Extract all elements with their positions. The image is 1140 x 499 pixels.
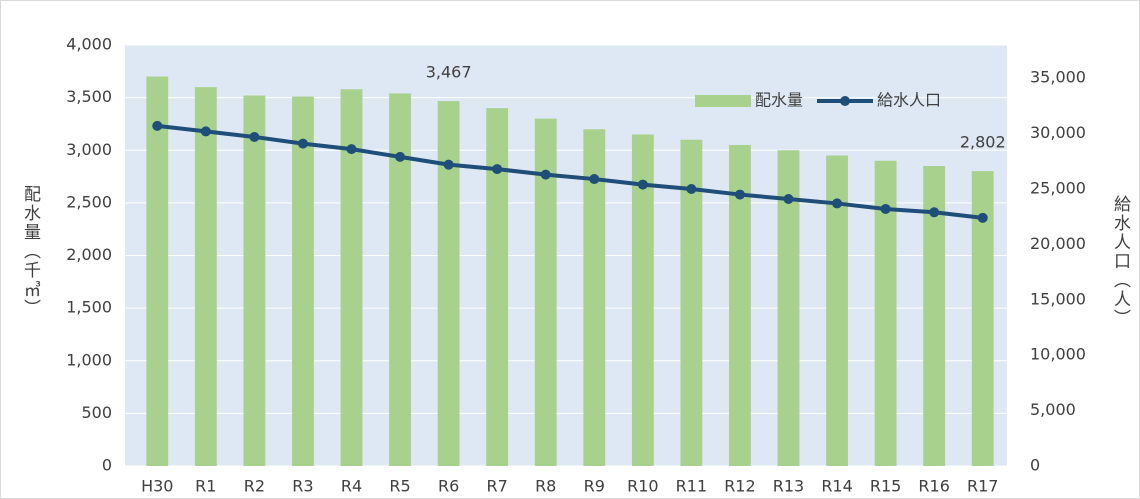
legend-label: 配水量 xyxy=(755,91,803,110)
x-tick-label: R5 xyxy=(389,477,410,496)
line-marker xyxy=(152,120,163,131)
line-marker xyxy=(540,169,551,180)
x-tick-label: R11 xyxy=(676,477,707,496)
y2-tick-label: 30,000 xyxy=(1030,123,1086,142)
legend-label: 給水人口 xyxy=(877,91,941,110)
bar xyxy=(680,139,703,466)
line xyxy=(157,123,983,220)
line-marker xyxy=(686,184,697,195)
line-marker xyxy=(929,207,940,218)
line-marker xyxy=(880,203,891,214)
bar xyxy=(777,150,800,466)
line-marker xyxy=(492,164,503,175)
y2-tick-label: 25,000 xyxy=(1030,179,1086,198)
y-tick-label: 2,500 xyxy=(66,192,112,211)
line-marker xyxy=(977,212,988,223)
y-tick-label: 2,000 xyxy=(66,245,112,264)
line-marker xyxy=(637,179,648,190)
x-tick-label: R1 xyxy=(195,477,216,496)
bar xyxy=(534,118,557,467)
legend-marker xyxy=(840,96,851,106)
x-tick-label: R8 xyxy=(535,477,556,496)
line-marker xyxy=(297,138,308,149)
line-marker xyxy=(589,174,600,185)
x-tick-label: R17 xyxy=(967,477,998,496)
bar xyxy=(729,144,751,467)
y-tick-label: 3,500 xyxy=(66,87,112,106)
bar xyxy=(194,87,217,466)
line-marker xyxy=(783,193,794,204)
legend-swatch xyxy=(695,95,751,107)
x-tick-label: R3 xyxy=(292,477,313,496)
x-tick-label: R12 xyxy=(724,477,755,496)
bar xyxy=(146,76,169,466)
y2-axis-title: 給水人口（人） xyxy=(1110,195,1131,328)
x-tick-label: R4 xyxy=(341,477,362,496)
y2-tick-label: 5,000 xyxy=(1030,400,1076,419)
bar xyxy=(292,96,314,466)
bar xyxy=(826,155,848,466)
line-marker xyxy=(346,144,357,155)
y2-tick-label: 10,000 xyxy=(1030,345,1086,364)
data-label: 3,467 xyxy=(426,63,472,82)
bar xyxy=(437,101,460,466)
x-tick-label: R13 xyxy=(773,477,804,496)
bar xyxy=(486,108,509,467)
line-marker xyxy=(395,151,406,162)
bar xyxy=(631,134,654,466)
bar xyxy=(874,160,897,466)
y-tick-label: 0 xyxy=(102,456,112,475)
line-marker xyxy=(734,189,745,200)
x-tick-label: R6 xyxy=(438,477,459,496)
x-tick-label: R16 xyxy=(918,477,949,496)
bar xyxy=(243,95,266,467)
bar xyxy=(340,89,363,466)
y-axis-title: 配水量（千㎥） xyxy=(20,185,41,318)
y2-tick-label: 35,000 xyxy=(1030,68,1086,87)
x-tick-label: H30 xyxy=(141,477,173,496)
bar xyxy=(389,93,411,466)
y-tick-label: 4,000 xyxy=(66,35,112,54)
bar xyxy=(583,129,606,466)
data-label: 2,802 xyxy=(960,133,1006,152)
y2-tick-label: 15,000 xyxy=(1030,289,1086,308)
y-tick-label: 500 xyxy=(81,403,112,422)
line-marker xyxy=(200,126,211,137)
x-tick-label: R15 xyxy=(870,477,901,496)
x-tick-label: R9 xyxy=(584,477,605,496)
bar xyxy=(923,166,946,466)
bar xyxy=(971,171,994,467)
x-tick-label: R10 xyxy=(627,477,658,496)
x-tick-label: R14 xyxy=(821,477,852,496)
line-marker xyxy=(832,198,843,209)
y2-tick-label: 20,000 xyxy=(1030,234,1086,253)
y-tick-label: 1,000 xyxy=(66,350,112,369)
y2-tick-label: 0 xyxy=(1030,456,1040,475)
line-marker xyxy=(443,159,454,170)
x-tick-label: R7 xyxy=(487,477,508,496)
x-tick-label: R2 xyxy=(244,477,265,496)
y-tick-label: 3,000 xyxy=(66,140,112,159)
y-tick-label: 1,500 xyxy=(66,298,112,317)
line-marker xyxy=(249,131,260,142)
